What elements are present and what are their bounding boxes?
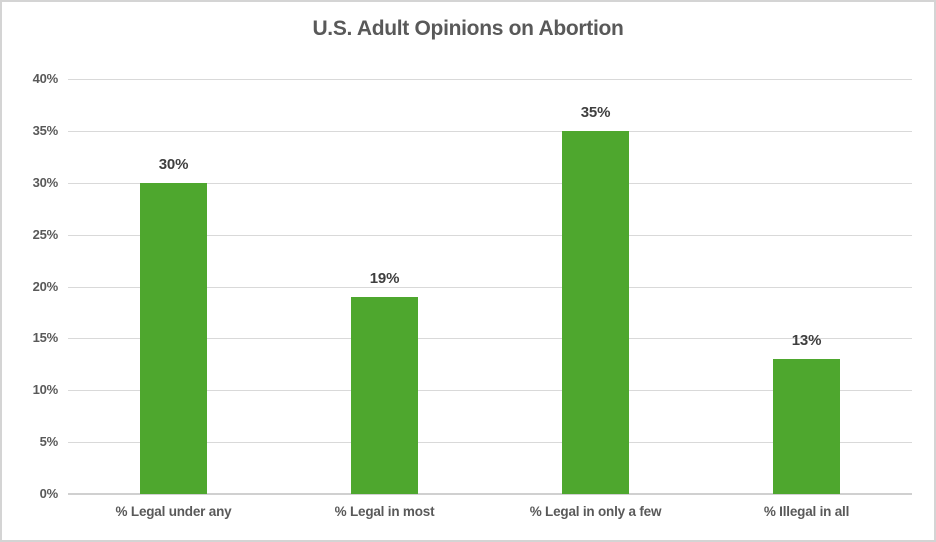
bar-value-label: 30% (158, 155, 189, 173)
x-axis-line (68, 493, 912, 495)
bar-value-label: 19% (369, 269, 400, 287)
plot-area: 30% 19% 35% 13% (68, 79, 912, 495)
y-tick-label: 20% (32, 278, 59, 294)
gridline (68, 234, 912, 236)
gridline (68, 79, 912, 80)
bar (773, 359, 840, 494)
bar-value-label: 13% (791, 332, 822, 350)
y-tick-label: 15% (32, 330, 59, 346)
bar-value-label: 35% (580, 103, 611, 121)
y-tick-label: 25% (32, 226, 59, 242)
chart-title: U.S. Adult Opinions on Abortion (312, 17, 624, 40)
gridline (68, 390, 912, 392)
gridline (68, 338, 912, 340)
x-category-label: % Legal in only a few (529, 504, 662, 519)
y-tick-label: 5% (39, 434, 59, 450)
y-tick-label: 40% (32, 71, 59, 86)
y-tick-label: 0% (39, 486, 59, 501)
bar (562, 130, 629, 494)
gridline (68, 182, 912, 184)
x-category-label: % Legal under any (115, 504, 232, 519)
gridline (68, 286, 912, 288)
gridline (68, 130, 912, 132)
y-tick-label: 10% (32, 382, 59, 398)
y-tick-label: 30% (32, 174, 59, 190)
x-category-label: % Illegal in all (763, 504, 850, 519)
bar (351, 296, 418, 494)
x-category-label: % Legal in most (334, 504, 435, 519)
y-tick-label: 35% (32, 122, 59, 138)
x-axis-labels: % Legal under any % Legal in most % Legal … (68, 504, 912, 528)
gridline (68, 442, 912, 444)
bar (140, 182, 207, 494)
